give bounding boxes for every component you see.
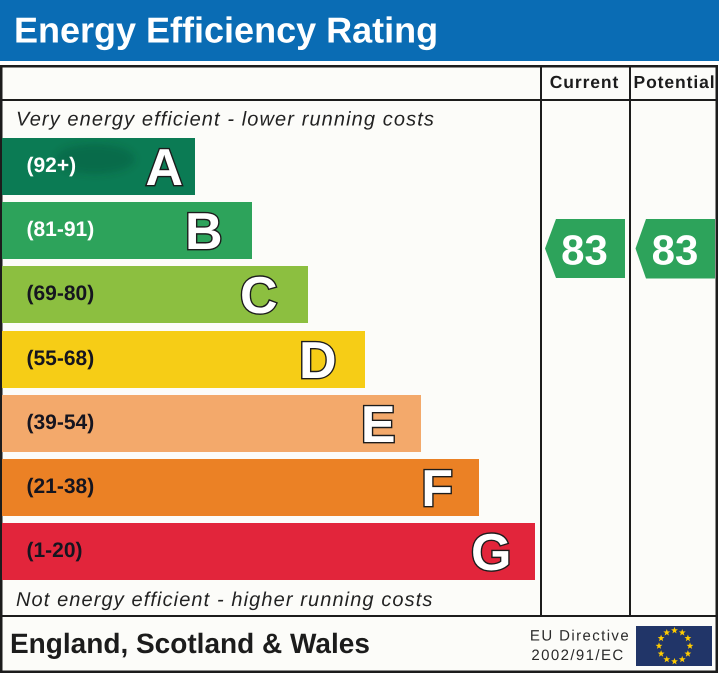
svg-text:(55-68): (55-68) [27,347,95,370]
svg-text:B: B [185,203,223,261]
svg-text:(39-54): (39-54) [27,411,95,434]
svg-text:England, Scotland & Wales: England, Scotland & Wales [10,628,370,659]
svg-text:Current: Current [550,72,620,92]
svg-text:Potential: Potential [634,72,716,92]
svg-text:Not energy efficient - higher: Not energy efficient - higher running co… [16,589,434,611]
svg-text:(92+): (92+) [27,154,77,177]
svg-text:(21-38): (21-38) [27,475,95,498]
svg-text:E: E [361,396,396,454]
svg-text:C: C [240,267,278,325]
svg-text:(81-91): (81-91) [27,218,95,241]
svg-text:(1-20): (1-20) [27,539,83,562]
svg-text:G: G [471,524,511,582]
svg-text:EU Directive: EU Directive [530,628,630,645]
svg-text:Energy Efficiency Rating: Energy Efficiency Rating [14,10,438,51]
svg-text:A: A [145,139,183,197]
svg-text:Very energy efficient - lower: Very energy efficient - lower running co… [16,109,435,131]
svg-text:F: F [421,460,453,518]
svg-text:D: D [299,332,337,390]
svg-text:83: 83 [561,227,608,274]
svg-text:(69-80): (69-80) [27,282,95,305]
svg-text:2002/91/EC: 2002/91/EC [531,647,624,664]
svg-text:83: 83 [652,227,699,274]
